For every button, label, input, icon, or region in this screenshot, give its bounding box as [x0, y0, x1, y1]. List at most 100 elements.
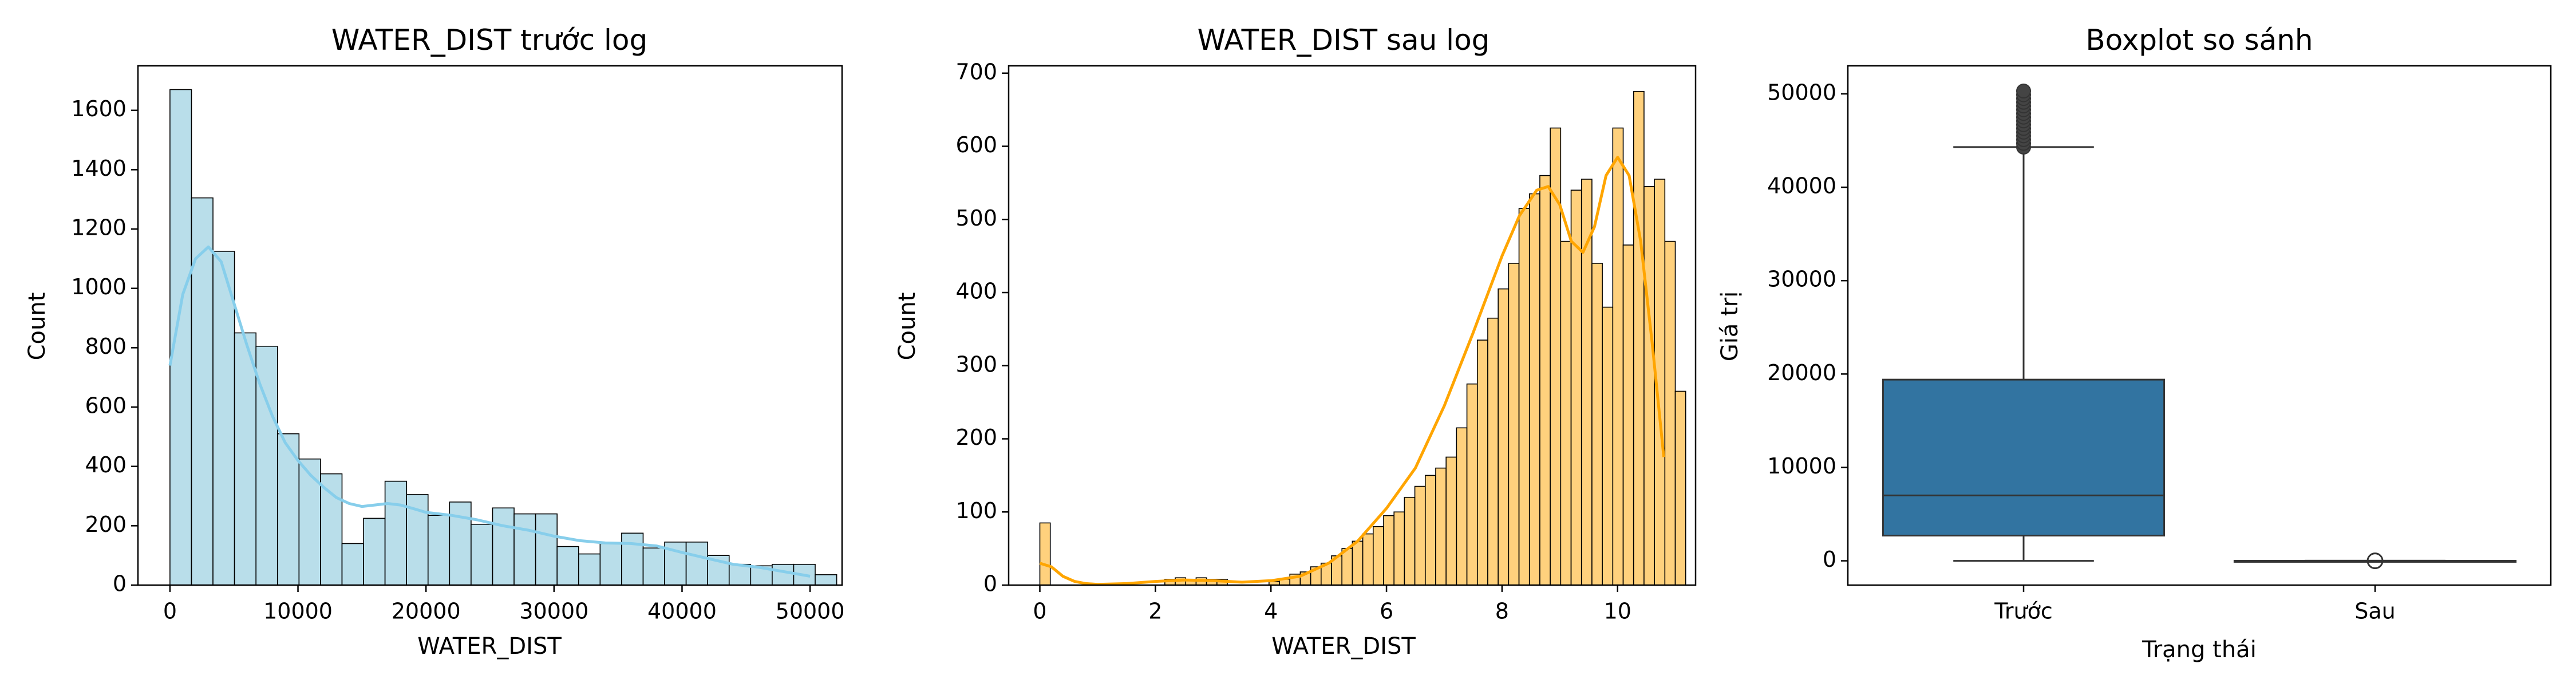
x-axis-label-after: WATER_DIST [1271, 633, 1416, 660]
after-x-tick-label: 0 [1033, 599, 1046, 624]
before-bar [621, 532, 644, 586]
axes-frame-before [137, 65, 843, 586]
before-bar [363, 518, 386, 586]
y-tick-label: 0 [1823, 547, 1836, 572]
after-bar [1498, 288, 1510, 586]
after-bar [1487, 317, 1499, 586]
after-y-tick-label: 600 [955, 132, 997, 157]
chart-title-after: WATER_DIST sau log [1198, 23, 1490, 57]
before-bar [212, 251, 235, 586]
after-bar [1404, 496, 1416, 586]
y-axis-label-before: Count [24, 293, 50, 361]
chart-title-before: WATER_DIST trước log [331, 23, 647, 57]
before-bar [341, 543, 364, 586]
before-bar [471, 523, 493, 586]
chart-title-boxplot: Boxplot so sánh [2085, 23, 2313, 57]
y-tick-label: 10000 [1767, 453, 1836, 479]
before-y-tick-label: 1600 [71, 96, 127, 121]
before-x-tick-label: 40000 [647, 599, 717, 624]
after-bar [1393, 511, 1405, 586]
before-y-tick-label: 1000 [71, 274, 127, 299]
after-y-tick-label: 200 [955, 425, 997, 450]
after-x-tick-label: 2 [1148, 599, 1162, 624]
before-y-tick-label: 600 [85, 393, 127, 418]
before-bar [556, 546, 579, 586]
after-x-tick-label: 8 [1495, 599, 1509, 624]
before-x-tick-label: 30000 [519, 599, 588, 624]
after-bar [1341, 548, 1353, 586]
before-y-tick-label: 200 [85, 512, 127, 537]
after-bar [1039, 522, 1051, 586]
before-bar [384, 480, 407, 586]
after-bar [1372, 526, 1384, 586]
after-bar [1664, 240, 1676, 586]
after-bar [1456, 427, 1468, 586]
y-tick-label: 50000 [1767, 80, 1836, 105]
after-bar [1466, 383, 1478, 586]
before-x-tick-label: 0 [163, 599, 177, 624]
after-y-tick-label: 700 [955, 59, 997, 84]
box-0 [1882, 378, 2166, 537]
after-bar [1445, 456, 1457, 586]
x-tick-label: Sau [2354, 599, 2396, 624]
after-bar [1352, 540, 1364, 586]
after-bar [1424, 475, 1436, 586]
before-bar [234, 332, 256, 586]
after-bar [1591, 263, 1603, 586]
y-tick-label: 20000 [1767, 360, 1836, 385]
before-bar [492, 507, 515, 586]
after-bar [1414, 485, 1426, 586]
after-y-tick-label: 300 [955, 352, 997, 377]
axes-frame-after [1008, 65, 1697, 586]
x-axis-label-boxplot: Trạng thái [2142, 637, 2257, 663]
y-tick-label: 40000 [1767, 173, 1836, 199]
after-bar [1633, 90, 1645, 586]
after-bar [1476, 339, 1488, 586]
before-bar [599, 543, 622, 586]
before-bar [169, 89, 192, 586]
before-bar [578, 553, 601, 586]
chart-panel-before-log: WATER_DIST trước log 0 10000 20000 30000 400… [24, 23, 845, 660]
x-axis-label-before: WATER_DIST [417, 633, 562, 660]
y-axis-label-after: Count [894, 293, 920, 361]
outlier-point [2366, 552, 2384, 570]
before-y-tick-label: 800 [85, 334, 127, 359]
after-bar [1674, 390, 1686, 586]
before-bar [772, 563, 795, 586]
before-bar [685, 542, 708, 586]
plot-area-before: 0 10000 20000 30000 40000 50000 0 200 400 600 800 1… [71, 89, 845, 624]
outlier-point [2016, 84, 2031, 99]
before-bar [728, 563, 752, 586]
after-bar [1602, 306, 1614, 586]
chart-panel-boxplot: Boxplot so sánh Trước Sau 0 10000 20000 30000… [1717, 23, 2552, 663]
before-y-tick-label: 1200 [71, 215, 127, 240]
after-bar [1435, 467, 1447, 586]
after-bar [1518, 208, 1530, 586]
after-x-tick-label: 4 [1264, 599, 1278, 624]
before-bar [815, 574, 837, 586]
before-bar [427, 515, 451, 586]
after-bar [1581, 179, 1593, 586]
after-bar [1622, 244, 1634, 586]
after-bar [1383, 515, 1394, 586]
plot-area-boxplot: Trước Sau 0 10000 20000 30000 40000 50000 [1767, 80, 2517, 624]
after-y-tick-label: 400 [955, 279, 997, 304]
after-y-tick-label: 0 [983, 571, 997, 597]
after-y-tick-label: 500 [955, 206, 997, 231]
after-bar [1362, 533, 1374, 586]
after-bar [1508, 263, 1520, 586]
before-bar [535, 513, 558, 586]
after-bar [1539, 175, 1551, 586]
after-x-tick-label: 10 [1604, 599, 1631, 624]
before-bar [191, 197, 214, 586]
after-bar [1643, 185, 1655, 586]
after-bar [1528, 193, 1540, 586]
before-bar [642, 547, 665, 586]
after-bar [1560, 240, 1572, 586]
before-x-tick-label: 50000 [776, 599, 845, 624]
before-bar [320, 473, 343, 586]
after-y-tick-label: 100 [955, 498, 997, 523]
y-tick-label: 30000 [1767, 267, 1836, 292]
before-x-tick-label: 10000 [263, 599, 333, 624]
